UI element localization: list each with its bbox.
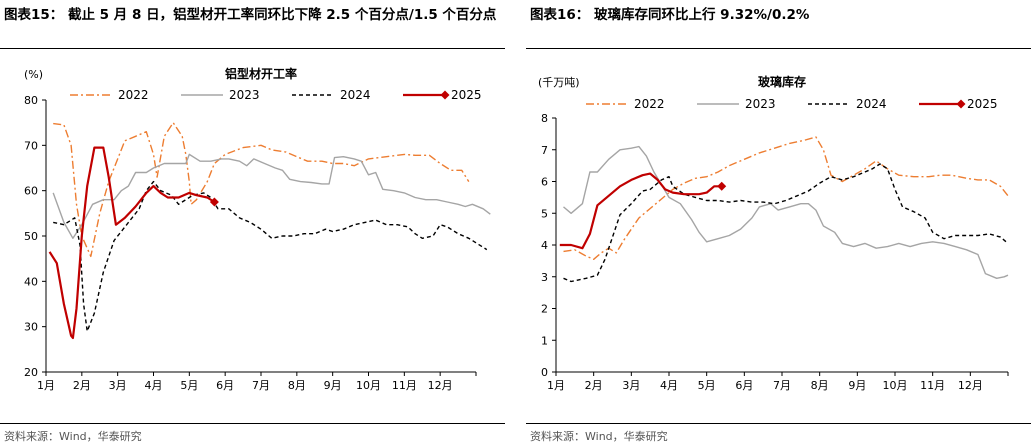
x-tick-label: 3月 xyxy=(622,379,640,392)
divider-top xyxy=(0,48,505,49)
y-tick-label: 5 xyxy=(541,207,548,220)
chart-left: 铝型材开工率 (%) 20 30 40 50 60 70 80 1月 2月 3月 4月 5月 6月 7月 8月 9… xyxy=(24,66,491,392)
chart-right: 玻璃库存 (千万吨) 0 1 2 3 4 5 6 7 8 1月 2月 3月 4月 5月 6月 7月 8月 9月 10月 1… xyxy=(538,74,1009,392)
series-line-2022 xyxy=(53,122,470,258)
x-tick-label: 7月 xyxy=(773,379,791,392)
series-line-2025 xyxy=(559,172,722,250)
figure-title: 图表15： 截止 5 月 8 日，铝型材开工率同环比下降 2.5 个百分点/1.… xyxy=(4,7,497,23)
x-tick-label: 6月 xyxy=(735,379,753,392)
legend-label-2023: 2023 xyxy=(229,88,260,102)
legend-label-2024: 2024 xyxy=(856,97,887,111)
series-end-marker-2025 xyxy=(209,197,219,207)
y-tick-label: 30 xyxy=(24,321,38,334)
x-tick-label: 2月 xyxy=(73,379,91,392)
y-tick-label: 3 xyxy=(541,271,548,284)
chart-title: 铝型材开工率 xyxy=(225,66,297,81)
chart-title: 玻璃库存 xyxy=(758,74,806,89)
y-tick-label: 6 xyxy=(541,176,548,189)
y-tick-label: 80 xyxy=(24,94,38,107)
legend-label-2025: 2025 xyxy=(967,97,998,111)
legend-label-2024: 2024 xyxy=(340,88,371,102)
divider-bottom xyxy=(0,423,505,424)
series-line-2024 xyxy=(563,163,1009,283)
x-tick-label: 9月 xyxy=(848,379,866,392)
x-tick-label: 11月 xyxy=(920,379,945,392)
source-note: 资料来源：Wind，华泰研究 xyxy=(4,430,142,443)
figure-panel-right: 图表16： 玻璃库存同环比上行 9.32%/0.2% 玻璃库存 (千万吨) 0 1 2 3… xyxy=(526,0,1031,447)
x-tick-label: 5月 xyxy=(180,379,198,392)
y-tick-label: 0 xyxy=(541,366,548,379)
y-axis-label: (千万吨) xyxy=(538,76,580,89)
legend-label-2022: 2022 xyxy=(634,97,665,111)
divider-bottom xyxy=(526,423,1031,424)
y-tick-label: 2 xyxy=(541,303,548,316)
series-line-2022 xyxy=(563,136,1009,260)
figure-title: 图表16： 玻璃库存同环比上行 9.32%/0.2% xyxy=(530,7,810,23)
source-note: 资料来源：Wind，华泰研究 xyxy=(530,430,668,443)
x-tick-label: 9月 xyxy=(324,379,342,392)
y-tick-label: 70 xyxy=(24,139,38,152)
x-tick-label: 4月 xyxy=(145,379,163,392)
figure-panel-left: 图表15： 截止 5 月 8 日，铝型材开工率同环比下降 2.5 个百分点/1.… xyxy=(0,0,505,447)
legend-label-2025: 2025 xyxy=(451,88,482,102)
x-tick-label: 8月 xyxy=(811,379,829,392)
y-tick-label: 4 xyxy=(541,239,548,252)
y-tick-label: 8 xyxy=(541,112,548,125)
x-tick-label: 1月 xyxy=(37,379,55,392)
x-tick-label: 3月 xyxy=(109,379,127,392)
x-tick-label: 4月 xyxy=(660,379,678,392)
x-tick-label: 6月 xyxy=(216,379,234,392)
y-tick-label: 7 xyxy=(541,144,548,157)
x-tick-label: 1月 xyxy=(547,379,565,392)
legend-label-2023: 2023 xyxy=(745,97,776,111)
y-tick-label: 20 xyxy=(24,366,38,379)
y-tick-label: 1 xyxy=(541,334,548,347)
x-tick-label: 5月 xyxy=(698,379,716,392)
y-tick-label: 50 xyxy=(24,230,38,243)
series-line-2025 xyxy=(48,146,215,340)
x-tick-label: 2月 xyxy=(585,379,603,392)
legend-marker-2025 xyxy=(956,99,966,109)
legend-label-2022: 2022 xyxy=(118,88,149,102)
series-line-2024 xyxy=(53,180,488,332)
series-line-2023 xyxy=(563,145,1009,279)
x-tick-label: 8月 xyxy=(288,379,306,392)
x-tick-label: 10月 xyxy=(356,379,381,392)
legend-marker-2025 xyxy=(440,90,450,100)
divider-top xyxy=(526,48,1031,49)
x-tick-label: 10月 xyxy=(883,379,908,392)
series-end-marker-2025 xyxy=(717,181,727,191)
x-tick-label: 11月 xyxy=(392,379,417,392)
x-tick-label: 12月 xyxy=(428,379,453,392)
series-line-2023 xyxy=(52,153,491,239)
y-tick-label: 60 xyxy=(24,185,38,198)
y-axis-label: (%) xyxy=(24,68,43,81)
x-tick-label: 12月 xyxy=(958,379,983,392)
y-tick-label: 40 xyxy=(24,275,38,288)
x-tick-label: 7月 xyxy=(252,379,270,392)
